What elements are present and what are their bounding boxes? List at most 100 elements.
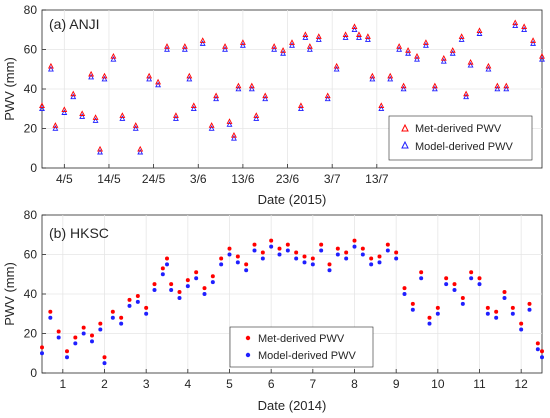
panel-a-point-model — [155, 81, 162, 88]
panel-b-point-model — [419, 276, 424, 281]
panel-b-legend-marker-met — [245, 335, 251, 341]
panel-b-point-model — [540, 355, 544, 360]
panel-b-point-model — [48, 315, 53, 320]
panel-a-legend-marker-model — [401, 140, 409, 149]
panel-b-point-model — [369, 262, 374, 267]
panel-b-point-met — [352, 238, 357, 243]
panel-a-point-met — [315, 33, 322, 39]
panel-a-point-model — [364, 36, 371, 42]
panel-a-x-tick-label: 3/7 — [324, 172, 341, 186]
panel-a-x-tick-label: 14/5 — [97, 172, 121, 186]
panel-a-point-model — [485, 65, 492, 72]
panel-b-point-met — [252, 242, 257, 247]
panel-b-x-tick-label: 9 — [393, 377, 400, 391]
panel-a-point-met — [467, 58, 474, 65]
panel-b-point-model — [510, 311, 515, 316]
panel-b-point-met — [169, 282, 174, 287]
panel-b-point-met — [540, 349, 544, 354]
panel-b-point-model — [360, 252, 365, 257]
panel-a-point-met — [222, 43, 228, 49]
panel-a-point-model — [297, 105, 304, 112]
panel-b-x-tick-label: 8 — [351, 377, 358, 391]
panel-a-point-met — [458, 33, 465, 39]
panel-b-point-model — [185, 284, 190, 289]
panel-a-point-model — [146, 75, 153, 82]
panel-b-x-tick-label: 1 — [59, 377, 66, 391]
panel-a-legend-label-model: Model-derived PWV — [415, 141, 513, 153]
panel-a-point-met — [235, 82, 242, 89]
panel-b-point-model — [485, 311, 490, 316]
panel-a-point-met — [155, 78, 162, 85]
panel-b-point-met — [260, 250, 265, 255]
panel-b-point-met — [460, 295, 465, 300]
panel-a-point-met — [356, 31, 362, 37]
panel-a-point-met — [39, 102, 45, 109]
panel-a-y-tick-label: 40 — [24, 82, 38, 96]
panel-a-point-model — [369, 75, 376, 82]
panel-b-point-met — [73, 335, 78, 340]
panel-a-point-met — [101, 72, 108, 79]
panel-b-point-model — [169, 288, 174, 293]
panel-a-x-tick-label: 24/5 — [142, 172, 166, 186]
panel-a-point-model — [222, 46, 228, 52]
panel-a-point-met — [70, 90, 77, 97]
panel-b-point-met — [327, 262, 332, 267]
panel-a-point-model — [61, 109, 68, 115]
panel-a-point-model — [539, 56, 545, 62]
panel-b-point-model — [177, 295, 182, 300]
panel-a-x-tick-label: 4/5 — [56, 172, 73, 186]
panel-a-point-met — [503, 82, 510, 89]
panel-b-x-tick-label: 6 — [268, 377, 275, 391]
panel-b-y-tick-label: 20 — [24, 327, 38, 341]
panel-b-point-model — [394, 256, 399, 261]
panel-b-y-tick-label: 80 — [24, 208, 38, 222]
panel-b-point-model — [65, 355, 69, 360]
panel-b-point-met — [277, 246, 282, 251]
panel-a-point-met — [213, 92, 220, 99]
panel-a-point-met — [52, 122, 59, 128]
panel-b-point-met — [40, 345, 44, 350]
panel-a-point-model — [92, 117, 99, 123]
panel-a-y-tick-label: 80 — [24, 3, 38, 17]
panel-a-point-met — [400, 82, 407, 89]
panel-a-point-met — [387, 72, 394, 79]
panel-a-point-met — [231, 132, 237, 138]
panel-a-point-model — [503, 85, 510, 92]
panel-b-point-model — [40, 351, 44, 356]
panel-a-point-model — [494, 85, 501, 92]
panel-a-point-met — [476, 27, 483, 33]
panel-b-point-met — [402, 286, 407, 291]
panel-a-point-model — [467, 61, 474, 68]
panel-a-point-met — [226, 118, 233, 124]
panel-b-x-tick-label: 10 — [431, 377, 445, 391]
panel-a-point-model — [119, 115, 126, 121]
panel-a-point-model — [235, 85, 242, 92]
panel-a-point-met — [521, 23, 528, 30]
panel-b-point-met — [160, 266, 165, 271]
panel-a-point-met — [110, 53, 117, 59]
panel-b-point-met — [269, 238, 274, 243]
panel-a-point-model — [476, 30, 483, 36]
panel-b-point-met — [90, 333, 94, 338]
panel-a-point-model — [186, 75, 193, 82]
panel-b-legend-label-model: Model-derived PWV — [258, 350, 356, 362]
panel-a-point-model — [208, 125, 215, 131]
panel-b-point-met — [485, 305, 490, 310]
panel-b-point-met — [427, 315, 432, 320]
panel-b-point-model — [469, 276, 474, 281]
panel-a-x-tick-label: 13/7 — [365, 172, 389, 186]
panel-b-point-model — [202, 292, 207, 296]
panel-a-point-model — [231, 135, 237, 141]
panel-a-point-met — [289, 39, 295, 45]
panel-a-point-met — [88, 70, 95, 77]
panel-b-x-tick-label: 4 — [184, 377, 191, 391]
panel-b-point-model — [535, 347, 540, 352]
panel-b-point-met — [335, 246, 340, 251]
panel-b-point-model — [90, 339, 94, 344]
panel-a-point-met — [422, 39, 429, 45]
panel-b-point-model — [235, 260, 240, 265]
panel-b-point-met — [452, 282, 457, 287]
panel-b-x-tick-label: 3 — [143, 377, 150, 391]
panel-a-point-met — [485, 62, 492, 69]
